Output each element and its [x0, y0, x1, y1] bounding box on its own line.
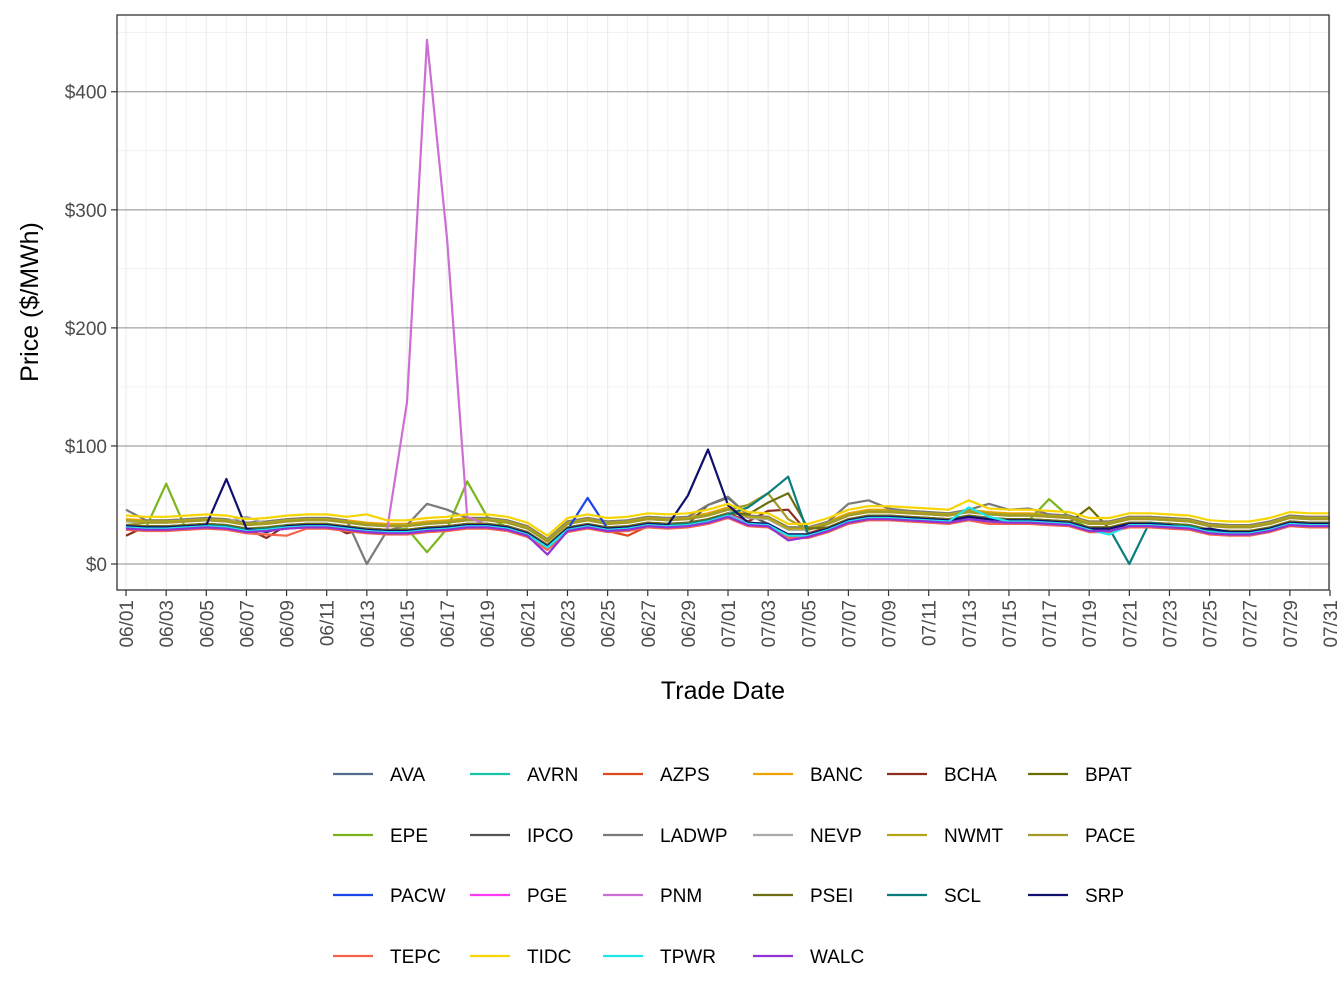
x-axis: 06/01 06/03 06/05 06/07 06/09 06/11 06/13 06/15… — [117, 590, 1342, 648]
legend-label: SCL — [944, 886, 981, 907]
x-tick-label: 06/29 — [679, 600, 700, 648]
x-tick-label: 07/05 — [799, 600, 820, 648]
legend-item-pacw: PACW — [333, 886, 446, 907]
legend-label: AZPS — [660, 765, 710, 786]
legend-label: SRP — [1085, 886, 1124, 907]
legend-item-bcha: BCHA — [887, 765, 997, 786]
panel-border — [116, 14, 1330, 591]
series-lines — [125, 38, 1330, 566]
x-tick-label: 06/15 — [398, 600, 419, 648]
legend: AVA AVRN AZPS BANC BCHA BPAT EPE IPCO LADWP NEVP N… — [333, 765, 1135, 968]
series-line-tepc — [125, 516, 1330, 552]
legend-item-tpwr: TPWR — [603, 947, 716, 968]
legend-item-ladwp: LADWP — [603, 826, 728, 847]
series-line-walc — [125, 515, 1330, 556]
x-tick-label: 06/23 — [559, 600, 580, 648]
x-tick-label: 06/03 — [157, 600, 178, 648]
y-tick-label: $400 — [65, 83, 107, 104]
x-tick-label: 06/01 — [117, 600, 138, 648]
legend-item-epe: EPE — [333, 826, 428, 847]
series-line-ladwp — [125, 495, 1330, 566]
x-tick-label: 07/13 — [960, 600, 981, 648]
x-tick-label: 06/05 — [197, 600, 218, 648]
legend-item-walc: WALC — [753, 947, 864, 968]
legend-label: NWMT — [944, 826, 1003, 847]
x-tick-label: 06/11 — [318, 600, 339, 646]
legend-item-ava: AVA — [333, 765, 426, 786]
x-tick-label: 06/17 — [438, 600, 459, 648]
legend-label: NEVP — [810, 826, 862, 847]
x-tick-label: 06/25 — [599, 600, 620, 648]
x-tick-label: 07/11 — [920, 600, 941, 646]
x-tick-label: 06/19 — [478, 600, 499, 648]
x-tick-label: 06/27 — [639, 600, 660, 648]
legend-label: WALC — [810, 947, 864, 968]
legend-item-nevp: NEVP — [753, 826, 862, 847]
legend-label: TPWR — [660, 947, 716, 968]
x-tick-label: 07/21 — [1120, 600, 1141, 648]
legend-label: IPCO — [527, 826, 573, 847]
x-tick-label: 07/07 — [839, 600, 860, 648]
y-tick-label: $100 — [65, 437, 107, 458]
legend-label: TIDC — [527, 947, 571, 968]
x-tick-label: 07/03 — [759, 600, 780, 648]
legend-item-pace: PACE — [1028, 826, 1135, 847]
x-tick-label: 07/27 — [1241, 600, 1262, 648]
legend-label: EPE — [390, 826, 428, 847]
x-tick-label: 07/19 — [1080, 600, 1101, 648]
legend-item-tepc: TEPC — [333, 947, 441, 968]
panel-background — [117, 15, 1329, 590]
grid-lines — [117, 15, 1331, 590]
legend-label: PSEI — [810, 886, 853, 907]
legend-label: PNM — [660, 886, 702, 907]
legend-item-pnm: PNM — [603, 886, 702, 907]
x-tick-label: 07/17 — [1040, 600, 1061, 648]
x-tick-label: 06/07 — [237, 600, 258, 648]
x-tick-label: 07/15 — [1000, 600, 1021, 648]
y-axis: $0 $100 $200 $300 $400 — [65, 83, 117, 576]
legend-item-pge: PGE — [470, 886, 567, 907]
x-tick-label: 07/09 — [880, 600, 901, 648]
legend-label: TEPC — [390, 947, 441, 968]
x-axis-title: Trade Date — [661, 677, 785, 705]
y-tick-label: $300 — [65, 201, 107, 222]
series-line-srp — [125, 448, 1330, 548]
legend-item-tidc: TIDC — [470, 947, 571, 968]
x-tick-label: 07/29 — [1281, 600, 1302, 648]
x-tick-label: 06/13 — [358, 600, 379, 648]
legend-item-scl: SCL — [887, 886, 981, 907]
x-tick-label: 07/25 — [1201, 600, 1222, 648]
y-tick-label: $200 — [65, 319, 107, 340]
legend-item-srp: SRP — [1028, 886, 1124, 907]
x-tick-label: 07/23 — [1161, 600, 1182, 648]
x-tick-label: 07/31 — [1321, 600, 1342, 648]
legend-label: BCHA — [944, 765, 997, 786]
legend-item-nwmt: NWMT — [887, 826, 1003, 847]
x-tick-label: 07/01 — [719, 600, 740, 648]
legend-label: PACW — [390, 886, 446, 907]
legend-label: BANC — [810, 765, 863, 786]
series-line-pace — [125, 492, 1330, 543]
legend-item-banc: BANC — [753, 765, 863, 786]
legend-label: AVRN — [527, 765, 578, 786]
series-line-tidc — [125, 499, 1330, 537]
series-line-tpwr — [125, 506, 1330, 549]
legend-label: BPAT — [1085, 765, 1132, 786]
legend-item-avrn: AVRN — [470, 765, 578, 786]
y-tick-label: $0 — [86, 555, 107, 576]
legend-item-azps: AZPS — [603, 765, 710, 786]
legend-label: PGE — [527, 886, 567, 907]
legend-item-bpat: BPAT — [1028, 765, 1132, 786]
legend-label: PACE — [1085, 826, 1135, 847]
x-tick-label: 06/21 — [518, 600, 539, 648]
legend-label: LADWP — [660, 826, 728, 847]
x-tick-label: 06/09 — [278, 600, 299, 648]
legend-label: AVA — [390, 765, 426, 786]
legend-item-ipco: IPCO — [470, 826, 573, 847]
legend-item-psei: PSEI — [753, 886, 853, 907]
y-axis-title: Price ($/MWh) — [16, 222, 44, 382]
